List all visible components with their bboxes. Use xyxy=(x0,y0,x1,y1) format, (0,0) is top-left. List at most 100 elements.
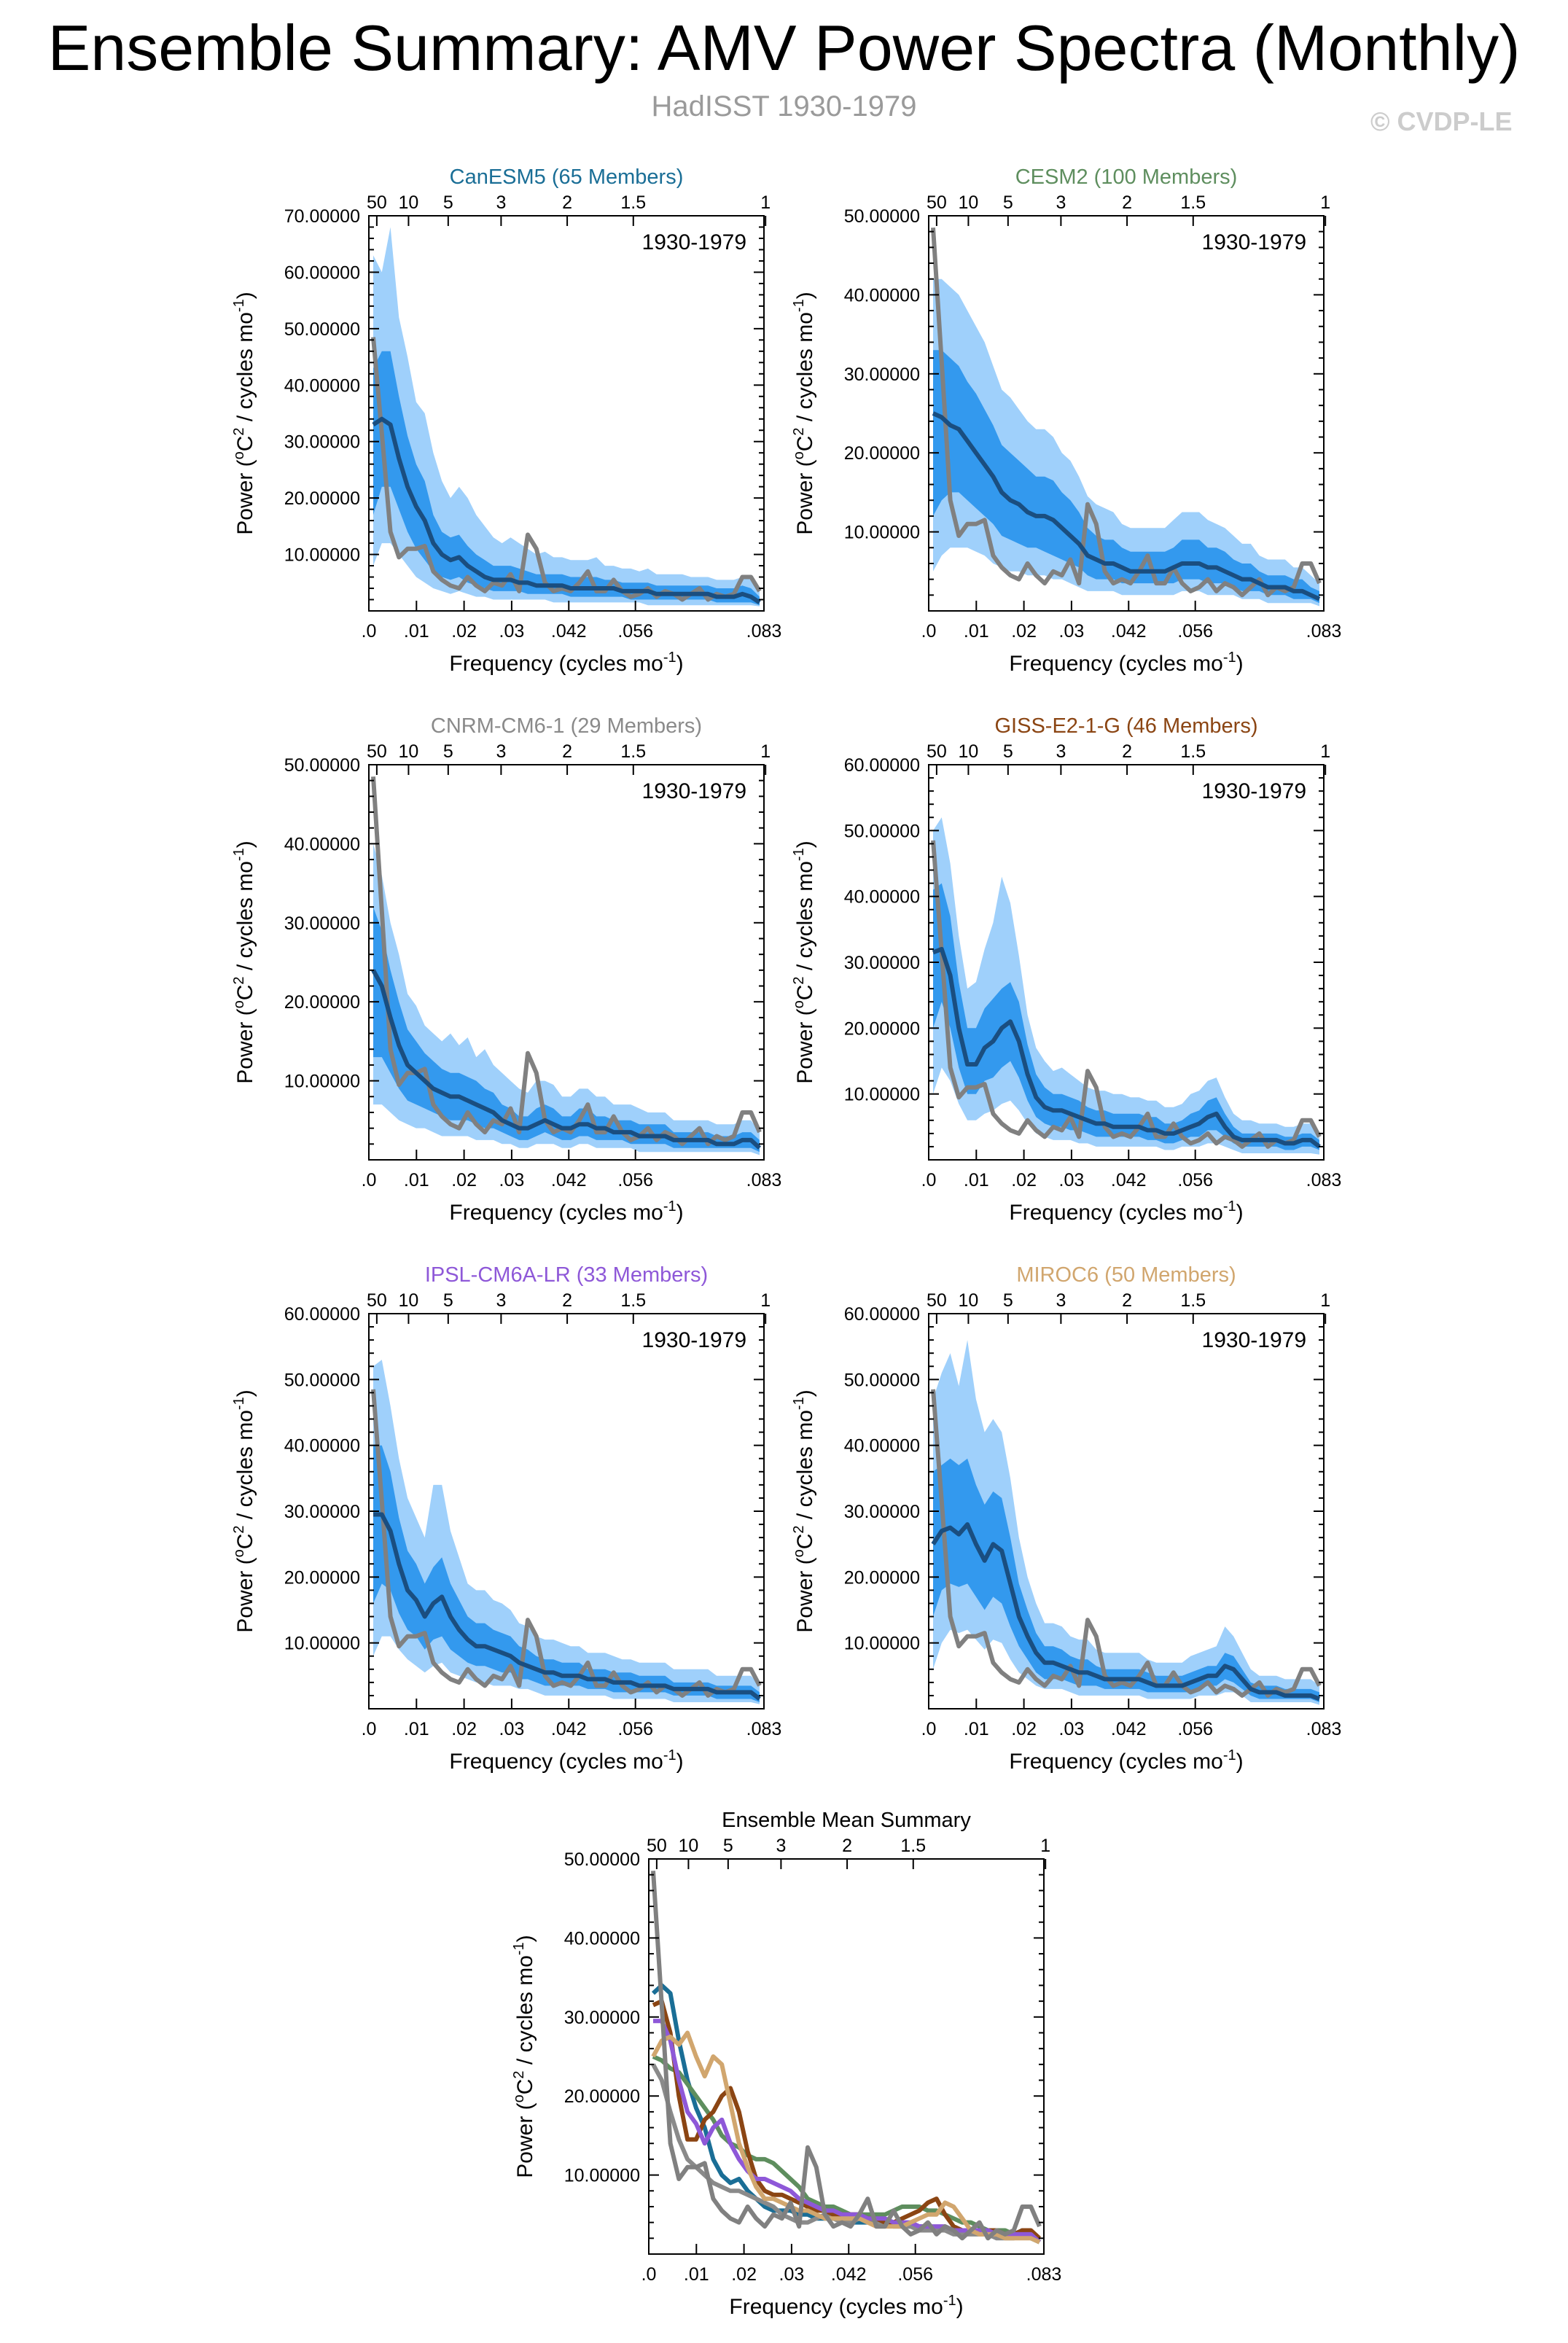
x-axis-label-text: Frequency (cycles mo xyxy=(1009,652,1222,676)
y-axis-label-unit: C xyxy=(793,1534,817,1550)
y-tick-label: 10.00000 xyxy=(844,1634,920,1654)
plot-area xyxy=(931,1340,1322,1705)
axes: 10.00000 20.00000 30.00000 40.00000 50.00000… xyxy=(231,1263,781,1774)
x-top-tick-label: 3 xyxy=(496,192,506,213)
y-tick-label: 20.00000 xyxy=(844,1018,920,1039)
plot-area xyxy=(651,1871,1042,2245)
y-tick-label: 30.00000 xyxy=(844,364,920,385)
axes: 10.00000 20.00000 30.00000 40.00000 50.00000… xyxy=(791,714,1341,1225)
x-top-tick-label: 2 xyxy=(562,741,572,762)
main-title: Ensemble Summary: AMV Power Spectra (Mon… xyxy=(47,12,1521,84)
y-axis-label-sup2: -1 xyxy=(231,1397,247,1410)
panel-giss-e2-1-g: 10.00000 20.00000 30.00000 40.00000 50.00000… xyxy=(791,714,1341,1225)
period-label: 1930-1979 xyxy=(1202,1328,1306,1352)
y-axis-label-unit: C xyxy=(793,436,817,452)
period-label: 1930-1979 xyxy=(642,779,746,803)
panel-title: CNRM-CM6-1 (29 Members) xyxy=(431,714,702,738)
panel-ensemble-mean-summary: 10.00000 20.00000 30.00000 40.00000 50.00000… xyxy=(511,1809,1061,2319)
y-tick-label: 50.00000 xyxy=(844,206,920,227)
x-bottom-tick-label: .042 xyxy=(1111,621,1147,642)
x-axis-label-text: Frequency (cycles mo xyxy=(449,652,663,676)
y-axis-label-sup2: -1 xyxy=(511,1942,527,1955)
y-axis-label-mid: / cycles mo xyxy=(793,1410,817,1525)
x-bottom-tick-label: .02 xyxy=(1011,621,1037,642)
axes: 10.00000 20.00000 30.00000 40.00000 50.00000… xyxy=(511,1809,1061,2319)
ensemble-mean-line xyxy=(932,411,1321,601)
y-axis-label-sup: 2 xyxy=(231,1525,247,1533)
x-bottom-tick-label: .083 xyxy=(746,1719,782,1739)
x-top-tick-label: 1 xyxy=(1320,1290,1330,1311)
plot-area xyxy=(931,817,1322,1155)
y-tick-label: 60.00000 xyxy=(844,755,920,776)
x-axis-label-text: Frequency (cycles mo xyxy=(449,1201,663,1225)
y-axis-label-unit: C xyxy=(513,2079,537,2095)
y-axis-label-sup: 2 xyxy=(231,976,247,984)
y-axis-label-unit: C xyxy=(793,985,817,1001)
x-axis-label-sup: -1 xyxy=(1223,1198,1236,1215)
x-bottom-tick-label: .01 xyxy=(404,1170,429,1190)
band-25-75-percentile xyxy=(933,350,1319,604)
x-top-tick-label: 1 xyxy=(1320,192,1330,213)
x-axis-label-text: Frequency (cycles mo xyxy=(1009,1201,1222,1225)
y-axis-label-sup2: -1 xyxy=(231,848,247,861)
subtitle: HadISST 1930-1979 xyxy=(651,90,917,122)
x-bottom-tick-label: .056 xyxy=(617,1170,653,1190)
x-bottom-tick-label: .042 xyxy=(831,2264,867,2285)
panel-title: MIROC6 (50 Members) xyxy=(1016,1263,1236,1287)
y-axis-label-mid: / cycles mo xyxy=(793,861,817,976)
x-top-tick-label: 10 xyxy=(399,192,419,213)
x-top-tick-label: 50 xyxy=(927,192,947,213)
y-tick-label: 30.00000 xyxy=(844,953,920,973)
x-bottom-tick-label: .03 xyxy=(1059,1170,1085,1190)
y-axis-label-unit: C xyxy=(233,436,257,452)
x-axis-label-sup: -1 xyxy=(663,1198,676,1215)
y-tick-label: 10.00000 xyxy=(844,523,920,543)
y-axis-label: Power (oC2 / cycles mo-1) xyxy=(231,292,257,534)
y-tick-label: 40.00000 xyxy=(284,834,360,854)
y-axis-label: Power (oC2 / cycles mo-1) xyxy=(231,841,257,1083)
x-top-tick-label: 5 xyxy=(1003,1290,1013,1311)
x-top-tick-label: 3 xyxy=(1056,192,1066,213)
y-axis-label-end: ) xyxy=(513,1935,537,1942)
panel-cesm2: 10.00000 20.00000 30.00000 40.00000 50.00000… xyxy=(791,165,1341,676)
y-axis-label: Power (oC2 / cycles mo-1) xyxy=(791,292,817,534)
y-axis-label-sup: 2 xyxy=(791,976,807,984)
y-axis-label-sup: 2 xyxy=(791,1525,807,1533)
y-axis-label-end: ) xyxy=(793,292,817,299)
summary-line-ipsl-cm6a-lr xyxy=(653,2019,1042,2244)
observation-line xyxy=(371,337,762,602)
x-axis-label-end: ) xyxy=(676,652,684,676)
y-tick-label: 30.00000 xyxy=(564,2008,640,2028)
x-bottom-tick-label: .0 xyxy=(921,1170,937,1190)
x-top-tick-label: 50 xyxy=(927,1290,947,1311)
y-tick-label: 10.00000 xyxy=(284,545,360,566)
x-bottom-tick-label: .083 xyxy=(1306,1719,1342,1739)
plot-frame xyxy=(648,1858,1045,2255)
x-top-tick-label: 3 xyxy=(1056,1290,1066,1311)
x-top-tick-label: 1.5 xyxy=(620,192,646,213)
x-top-tick-label: 1 xyxy=(1040,1836,1050,1856)
x-bottom-tick-label: .0 xyxy=(921,621,937,642)
x-top-tick-label: 3 xyxy=(496,741,506,762)
x-bottom-tick-label: .042 xyxy=(551,621,587,642)
y-tick-label: 40.00000 xyxy=(844,285,920,305)
y-tick-label: 50.00000 xyxy=(284,1370,360,1390)
x-top-tick-label: 1.5 xyxy=(620,741,646,762)
x-axis-label: Frequency (cycles mo-1) xyxy=(1009,650,1243,676)
band-10-90-percentile xyxy=(933,1340,1319,1705)
x-top-tick-label: 10 xyxy=(959,192,979,213)
y-axis-label: Power (oC2 / cycles mo-1) xyxy=(791,841,817,1083)
x-top-tick-label: 2 xyxy=(1122,1290,1132,1311)
summary-line-observations xyxy=(651,1871,1042,2241)
ensemble-mean-line xyxy=(371,969,762,1150)
band-10-90-percentile xyxy=(373,227,760,607)
x-bottom-tick-label: .042 xyxy=(1111,1170,1147,1190)
panel-ipsl-cm6a-lr: 10.00000 20.00000 30.00000 40.00000 50.00000… xyxy=(231,1263,781,1774)
x-top-tick-label: 1.5 xyxy=(1180,1290,1206,1311)
x-bottom-tick-label: .02 xyxy=(451,1719,477,1739)
y-tick-label: 20.00000 xyxy=(844,443,920,464)
x-bottom-tick-label: .056 xyxy=(617,1719,653,1739)
x-top-tick-label: 50 xyxy=(367,1290,387,1311)
x-axis-label-sup: -1 xyxy=(943,2293,956,2309)
y-tick-label: 10.00000 xyxy=(564,2166,640,2186)
